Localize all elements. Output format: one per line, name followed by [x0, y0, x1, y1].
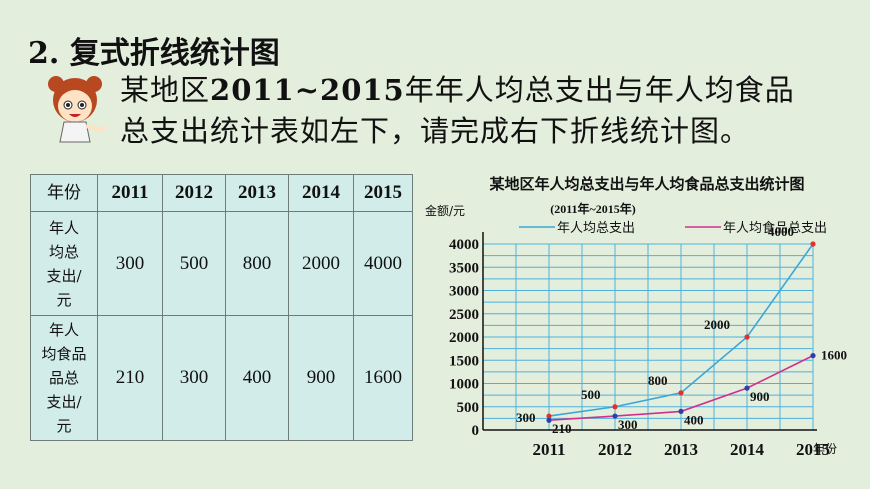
data-label: 4000	[768, 224, 794, 239]
data-table: 年份 2011 2012 2013 2014 2015 年人 均总 支出/ 元 …	[30, 174, 413, 441]
intro-line1-a: 某地区	[120, 73, 211, 107]
data-label: 300	[516, 410, 536, 425]
data-point	[612, 413, 618, 419]
x-axis-label: 年份	[813, 442, 837, 456]
table-cell: 500	[162, 211, 226, 316]
x-tick-label: 2014	[730, 440, 765, 459]
table-cell: 300	[162, 315, 226, 441]
row-label-line: 均食品	[41, 345, 87, 363]
table-cell: 900	[288, 315, 354, 441]
data-label: 1600	[821, 348, 847, 363]
data-label: 500	[581, 387, 601, 402]
data-label: 210	[552, 421, 572, 436]
section-heading: 2. 复式折线统计图	[28, 36, 280, 71]
x-tick-label: 2015	[796, 440, 830, 459]
chart-subtitle: (2011年~2015年)	[550, 201, 636, 216]
legend-label: 年人均食品总支出	[723, 220, 827, 236]
intro-line2: 总支出统计表如左下，请完成右下折线统计图。	[120, 114, 751, 148]
table-cell: 1600	[353, 315, 413, 441]
y-tick-label: 0	[472, 423, 480, 439]
intro-line1-c: 年年人均总支出与年人均食品	[404, 73, 795, 107]
table-row: 年人 均总 支出/ 元 300 500 800 2000 4000	[30, 211, 413, 316]
row-label-line: 年人	[48, 321, 79, 339]
chart-title: 某地区年人均总支出与年人均食品总支出统计图	[489, 175, 804, 193]
data-point	[744, 385, 750, 391]
x-tick-label: 2011	[532, 440, 565, 459]
cartoon-girl-icon	[48, 76, 106, 143]
legend-label: 年人均总支出	[557, 221, 635, 236]
data-label: 300	[618, 417, 638, 432]
table-cell: 400	[225, 315, 289, 441]
data-point	[612, 404, 618, 410]
table-cell: 210	[97, 315, 163, 441]
table-cell: 4000	[353, 211, 413, 316]
line-chart: 某地区年人均总支出与年人均食品总支出统计图 (2011年~2015年) 金额/元…	[425, 175, 847, 459]
data-point	[810, 353, 816, 359]
data-point	[678, 390, 684, 396]
y-tick-label: 1500	[449, 353, 479, 369]
y-tick-label: 4000	[449, 237, 479, 253]
row-label-line: 元	[56, 417, 72, 435]
data-point	[810, 241, 816, 247]
chart-ticks: 0 500 1000 1500 2000 2500 3000 3500 4000 2011 2012…	[449, 237, 830, 459]
data-label: 400	[684, 412, 704, 427]
row-label-line: 支出/	[46, 266, 82, 285]
chart-legend: 年人均总支出 年人均食品总支出	[519, 220, 827, 236]
y-tick-label: 2500	[449, 307, 479, 323]
intro-line1-years: 2011~2015	[210, 73, 405, 107]
table-row: 年人 均食品 品总 支出/ 元 210 300 400 900 1600	[30, 315, 413, 441]
y-tick-label: 500	[457, 400, 480, 416]
y-tick-label: 1000	[449, 377, 479, 393]
row-label-line: 品总	[48, 369, 79, 387]
data-point	[546, 417, 552, 423]
row-label-line: 支出/	[46, 393, 82, 411]
table-header-cell: 2013	[225, 174, 289, 212]
row-label-food: 年人 均食品 品总 支出/ 元	[30, 315, 98, 441]
y-tick-label: 3500	[449, 260, 479, 276]
chart-axes	[482, 232, 817, 431]
data-label: 800	[648, 373, 668, 388]
data-label: 900	[750, 389, 770, 404]
x-tick-label: 2013	[664, 440, 698, 459]
table-header-cell: 2011	[97, 174, 163, 212]
intro-text: 某地区2011~2015年年人均总支出与年人均食品 总支出统计表如左下，请完成右…	[120, 70, 795, 152]
y-tick-label: 2000	[449, 330, 479, 346]
table-cell: 2000	[288, 211, 354, 316]
x-tick-label: 2012	[598, 440, 632, 459]
data-point	[546, 413, 552, 419]
table-header-cell: 2015	[353, 174, 413, 212]
table-header-cell: 年份	[30, 174, 98, 212]
y-tick-label: 3000	[449, 284, 479, 300]
row-label-total: 年人 均总 支出/ 元	[30, 211, 98, 316]
table-header-cell: 2012	[162, 174, 226, 212]
table-cell: 800	[225, 211, 289, 316]
table-cell: 300	[97, 211, 163, 316]
chart-grid	[483, 243, 814, 430]
y-axis-label: 金额/元	[425, 203, 465, 218]
table-header-cell: 2014	[288, 174, 354, 212]
data-point	[678, 408, 684, 414]
row-label-line: 元	[56, 290, 72, 309]
row-label-line: 均总	[48, 242, 79, 261]
chart-series: 300 500 800 2000 4000 210 300 400 900 1600	[516, 224, 847, 436]
table-header-row: 年份 2011 2012 2013 2014 2015	[30, 174, 413, 212]
data-point	[744, 334, 750, 340]
row-label-line: 年人	[48, 218, 79, 237]
data-label: 2000	[704, 317, 730, 332]
